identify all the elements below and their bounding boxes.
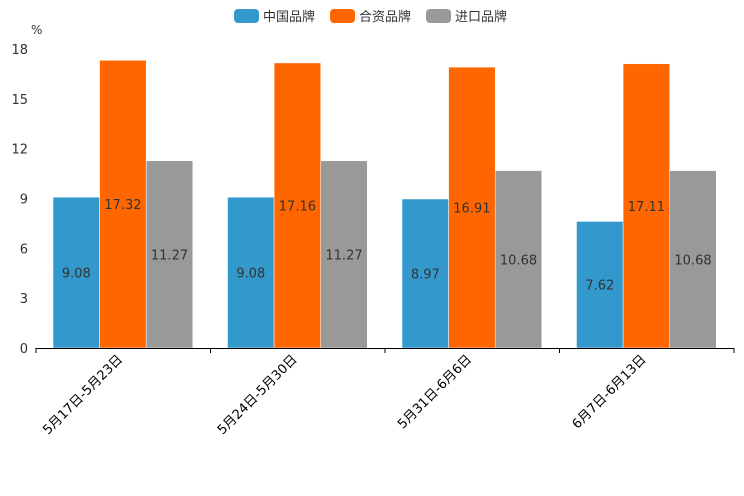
data-label: 9.08 <box>62 267 91 282</box>
x-tick-label: 6月7日-6月13日 <box>570 352 650 432</box>
data-label: 11.27 <box>151 248 188 263</box>
y-tick-label: 3 <box>20 292 28 307</box>
y-tick-label: 18 <box>11 43 28 58</box>
bar <box>669 170 717 349</box>
bar <box>145 160 194 349</box>
data-label: 17.16 <box>279 199 316 214</box>
bar <box>52 196 100 349</box>
y-tick-label: 9 <box>20 193 28 208</box>
legend-label: 进口品牌 <box>455 9 507 25</box>
legend-swatch <box>426 9 451 23</box>
y-axis: 0 3 6 9 12 15 18 <box>11 43 28 357</box>
legend: 中国品牌 合资品牌 进口品牌 <box>234 9 507 25</box>
legend-swatch <box>330 9 355 23</box>
bar <box>99 60 147 349</box>
data-label: 10.68 <box>500 253 537 268</box>
bar <box>576 221 624 349</box>
bar <box>448 66 496 349</box>
y-tick-label: 6 <box>20 242 28 257</box>
bar <box>320 160 368 349</box>
y-tick-label: 12 <box>11 143 28 158</box>
data-label: 10.68 <box>674 253 711 268</box>
bars: 9.08 17.32 11.27 9.08 17.16 11.27 8.97 16.91 10.… <box>52 60 717 349</box>
legend-swatch <box>234 9 259 23</box>
data-label: 17.32 <box>104 198 141 213</box>
bar <box>227 196 275 349</box>
x-axis: 5月17日-5月23日 5月24日-5月30日 5月31日-6月6日 6月7日-6月1… <box>35 348 735 438</box>
y-tick-label: 0 <box>20 342 28 357</box>
data-label: 17.11 <box>628 200 665 215</box>
y-tick-label: 15 <box>11 93 28 108</box>
data-label: 8.97 <box>411 267 440 282</box>
data-label: 11.27 <box>325 248 362 263</box>
data-label: 9.08 <box>236 267 265 282</box>
legend-label: 中国品牌 <box>263 9 315 25</box>
x-tick-label: 5月24日-5月30日 <box>215 352 301 438</box>
y-axis-label: % <box>31 23 42 37</box>
legend-label: 合资品牌 <box>359 9 411 25</box>
bar <box>273 62 321 349</box>
x-tick-label: 5月31日-6月6日 <box>395 352 475 432</box>
x-tick-label: 5月17日-5月23日 <box>40 352 126 438</box>
data-label: 16.91 <box>453 202 490 217</box>
data-label: 7.62 <box>585 279 614 294</box>
